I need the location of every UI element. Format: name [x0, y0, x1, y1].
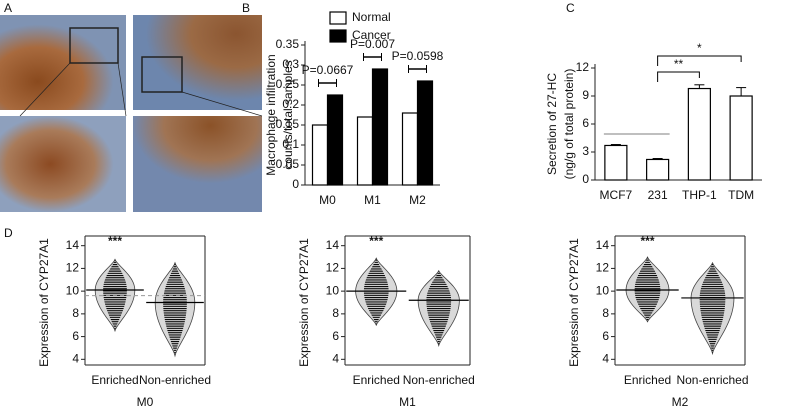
- bar: [646, 158, 670, 181]
- significance: *: [697, 41, 702, 55]
- x-tick-label: M0: [319, 193, 336, 207]
- y-axis-label: Expression of CYP27A1: [37, 238, 51, 367]
- y-tick-label: 8: [72, 306, 79, 320]
- y-tick-label: 4: [602, 351, 609, 365]
- y-tick-label: 6: [72, 329, 79, 343]
- x-tick-label: Enriched: [624, 373, 671, 387]
- legend-label: Cancer: [352, 28, 391, 42]
- significance: ***: [108, 234, 122, 248]
- bar: [687, 87, 711, 181]
- x-tick-label: M2: [409, 193, 426, 207]
- significance: ***: [369, 234, 383, 248]
- y-tick-label: 10: [66, 283, 80, 297]
- x-tick-label: Enriched: [353, 373, 400, 387]
- bean-lines: [699, 262, 726, 354]
- p-value: P=0.007: [350, 37, 395, 51]
- panel-label: B: [242, 1, 250, 15]
- bean-lines: [163, 262, 187, 356]
- x-tick-label: THP-1: [682, 188, 717, 202]
- bar: [729, 95, 753, 181]
- y-tick-label: 14: [66, 238, 80, 252]
- significance: ***: [640, 234, 654, 248]
- legend-swatch: [329, 11, 347, 25]
- panel-label: A: [4, 1, 12, 15]
- y-axis-label: counts/total samples: [281, 60, 295, 169]
- y-tick-label: 0.2: [282, 97, 299, 111]
- y-tick-label: 0.15: [276, 117, 300, 131]
- y-tick-label: 12: [326, 261, 340, 275]
- chart-title: M1: [399, 395, 416, 409]
- y-tick-label: 10: [326, 283, 340, 297]
- legend-swatch: [329, 29, 347, 43]
- y-tick-label: 0.25: [276, 77, 300, 91]
- y-axis-label: Expression of CYP27A1: [567, 238, 581, 367]
- p-value: P=0.0667: [302, 63, 354, 77]
- y-tick-label: 12: [66, 261, 80, 275]
- y-tick-label: 14: [596, 238, 610, 252]
- y-tick-label: 0: [292, 177, 299, 191]
- y-tick-label: 10: [596, 283, 610, 297]
- y-tick-label: 0: [582, 172, 589, 186]
- legend-label: Normal: [352, 10, 391, 24]
- panel-label: D: [4, 226, 13, 240]
- y-tick-label: 6: [332, 329, 339, 343]
- y-tick-label: 6: [602, 329, 609, 343]
- y-tick-label: 8: [332, 306, 339, 320]
- bar: [311, 124, 329, 186]
- bar: [371, 68, 389, 186]
- x-tick-label: Non-enriched: [139, 373, 211, 387]
- y-tick-label: 0.3: [282, 57, 299, 71]
- y-tick-label: 12: [596, 261, 610, 275]
- y-axis-label: Macrophage infiltration: [264, 54, 278, 175]
- y-tick-label: 4: [72, 351, 79, 365]
- panel-label: C: [566, 1, 575, 15]
- chart-title: M2: [672, 395, 689, 409]
- bar: [416, 80, 434, 186]
- y-tick-label: 9: [582, 88, 589, 102]
- significance: **: [674, 57, 684, 71]
- x-tick-label: Non-enriched: [403, 373, 475, 387]
- x-tick-label: TDM: [728, 188, 754, 202]
- x-tick-label: Enriched: [91, 373, 138, 387]
- chart-title: M0: [137, 395, 154, 409]
- y-tick-label: 12: [576, 60, 590, 74]
- x-tick-label: 231: [648, 188, 668, 202]
- bean-lines: [426, 270, 452, 346]
- bracket: [657, 71, 700, 82]
- y-tick-label: 3: [582, 144, 589, 158]
- bracket: [657, 55, 742, 66]
- micrographs: [0, 15, 263, 212]
- bar: [604, 144, 628, 181]
- y-tick-label: 0.35: [276, 37, 300, 51]
- p-value: P=0.0598: [392, 49, 444, 63]
- bar: [401, 112, 419, 186]
- y-tick-label: 0.1: [282, 137, 299, 151]
- x-tick-label: Non-enriched: [676, 373, 748, 387]
- y-axis-label: Secretion of 27-HC: [545, 73, 559, 175]
- y-axis-label: (ng/g of total protein): [562, 69, 576, 180]
- bar: [356, 116, 374, 186]
- y-tick-label: 0.05: [276, 157, 300, 171]
- bean-lines: [103, 259, 127, 331]
- y-tick-label: 4: [332, 351, 339, 365]
- x-tick-label: M1: [364, 193, 381, 207]
- y-tick-label: 14: [326, 238, 340, 252]
- x-tick-label: MCF7: [600, 188, 633, 202]
- y-tick-label: 6: [582, 116, 589, 130]
- bar: [326, 94, 344, 186]
- y-axis-label: Expression of CYP27A1: [297, 238, 311, 367]
- y-tick-label: 8: [602, 306, 609, 320]
